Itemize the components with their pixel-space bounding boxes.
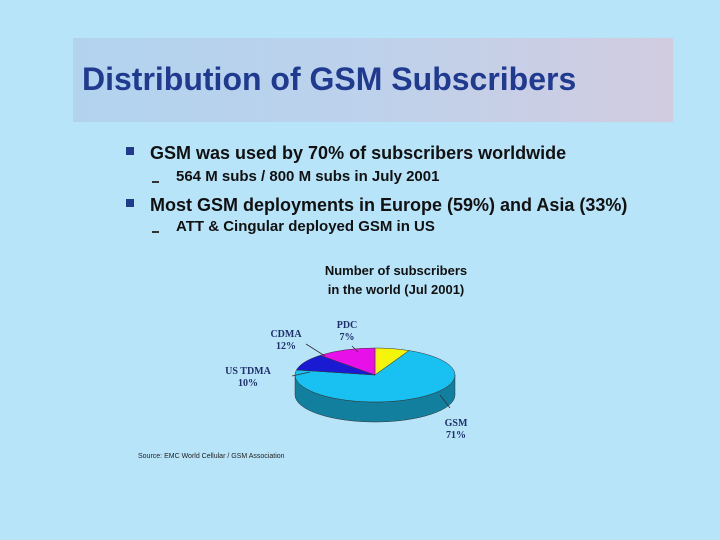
title-band (73, 38, 673, 122)
pie-slice-cdma (319, 347, 376, 376)
slice-label-cdma: CDMA (270, 329, 302, 340)
slice-value-cdma: 12% (276, 341, 296, 352)
leader-line-gsm (439, 394, 451, 409)
sub-bullet-text: ATT & Cingular deployed GSM in US (176, 218, 435, 235)
leader-line-pdc (351, 345, 359, 353)
pie-slice-gsm (294, 350, 456, 403)
bullet-text: Most GSM deployments in Europe (59%) and… (150, 195, 628, 215)
slice-label-gsm: GSM (445, 418, 468, 429)
bullet-marker (126, 147, 134, 155)
sub-bullet-text: 564 M subs / 800 M subs in July 2001 (176, 168, 440, 185)
slice-value-gsm: 71% (446, 430, 466, 441)
leader-line-us-tdma (291, 371, 311, 377)
bullet-text: GSM was used by 70% of subscribers world… (150, 143, 567, 163)
sub-bullet-dash (152, 231, 159, 233)
source-note: Source: EMC World Cellular / GSM Associa… (138, 453, 285, 460)
leader-line-cdma (305, 343, 326, 357)
slice-label-pdc: PDC (337, 320, 358, 331)
sub-bullet-dash (152, 181, 159, 183)
chart-title-line: Number of subscribers (324, 263, 468, 278)
chart-title: Number of subscribers in the world (Jul … (296, 261, 496, 299)
slice-value-pdc: 7% (340, 332, 355, 343)
slide-title: Distribution of GSM Subscribers (82, 61, 577, 97)
slice-value-us-tdma: 10% (238, 378, 258, 389)
chart-title-line: in the world (Jul 2001) (327, 282, 465, 297)
bullet-marker (126, 199, 134, 207)
slice-label-us-tdma: US TDMA (225, 366, 271, 377)
